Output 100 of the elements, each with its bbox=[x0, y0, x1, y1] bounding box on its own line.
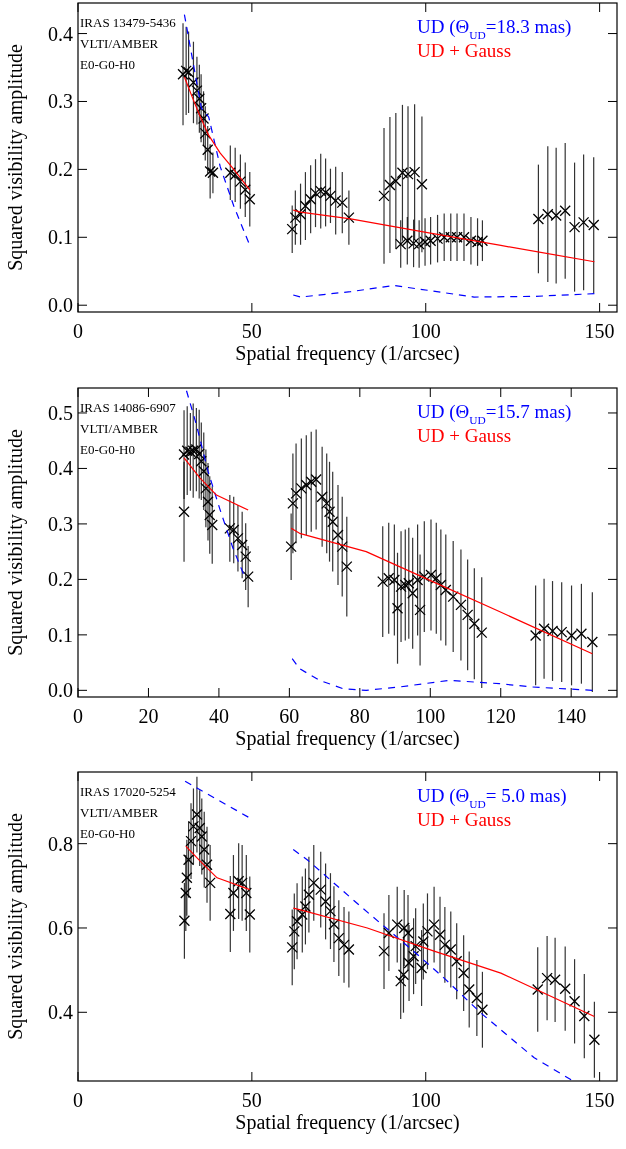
text: UD (Θ$_{UD}$=15.7 mas) bbox=[417, 401, 572, 426]
x-tick-label: 150 bbox=[584, 1089, 615, 1111]
annotation: VLTI/AMBER bbox=[80, 805, 159, 820]
annotation: E0-G0-H0 bbox=[80, 57, 135, 72]
point bbox=[236, 539, 248, 551]
x-tick-label: 50 bbox=[241, 320, 262, 342]
point bbox=[197, 112, 210, 125]
point bbox=[310, 473, 322, 486]
annotation: E0-G0-H0 bbox=[80, 442, 135, 457]
point bbox=[402, 168, 414, 180]
x-axis-title: Spatial frequency (1/arcsec) bbox=[235, 1111, 460, 1134]
x-tick-label: 150 bbox=[584, 320, 615, 342]
point bbox=[395, 580, 407, 593]
point bbox=[289, 211, 301, 224]
point bbox=[336, 197, 348, 209]
y-tick-label: 0.1 bbox=[48, 623, 73, 646]
y-tick-label: 0.8 bbox=[48, 832, 73, 855]
point bbox=[391, 602, 404, 614]
point bbox=[300, 479, 312, 491]
point bbox=[178, 506, 190, 518]
x-tick-label: 0 bbox=[73, 705, 83, 727]
point bbox=[529, 629, 542, 642]
text: UD + Gauss bbox=[417, 809, 512, 830]
x-tick-label: 40 bbox=[208, 705, 229, 727]
y-tick-label: 0.1 bbox=[48, 226, 73, 249]
point bbox=[416, 178, 428, 190]
point bbox=[327, 516, 339, 528]
y-tick-label: 0.3 bbox=[48, 90, 73, 113]
point bbox=[242, 570, 254, 583]
point bbox=[286, 223, 298, 235]
point bbox=[206, 519, 218, 531]
point bbox=[403, 577, 415, 589]
point bbox=[471, 236, 484, 248]
point bbox=[378, 190, 390, 202]
point bbox=[316, 491, 328, 503]
y-axis-title: Squared visibility amplitude bbox=[4, 429, 27, 656]
point bbox=[532, 213, 545, 225]
point bbox=[299, 200, 312, 212]
point bbox=[431, 233, 444, 245]
point bbox=[304, 193, 317, 205]
point bbox=[224, 167, 236, 179]
text: UD (Θ$_{UD}$= 5.0 mas) bbox=[417, 785, 567, 810]
x-tick-label: 120 bbox=[485, 705, 516, 727]
point bbox=[384, 179, 396, 191]
point bbox=[341, 560, 353, 573]
point bbox=[295, 482, 307, 495]
point bbox=[336, 541, 348, 553]
point bbox=[324, 190, 337, 202]
point bbox=[224, 522, 236, 534]
point bbox=[234, 175, 247, 188]
point bbox=[199, 127, 211, 140]
y-tick-label: 0.4 bbox=[48, 1001, 73, 1024]
x-tick-label: 20 bbox=[138, 705, 159, 727]
point bbox=[244, 193, 256, 205]
x-axis-title: Spatial frequency (1/arcsec) bbox=[235, 727, 460, 750]
x-tick-label: 100 bbox=[410, 1089, 441, 1111]
point bbox=[228, 524, 240, 536]
y-tick-label: 0.4 bbox=[48, 457, 73, 480]
annotation: IRAS 13479-5436 bbox=[80, 15, 177, 30]
x-tick-label: 140 bbox=[556, 705, 587, 727]
point bbox=[407, 587, 419, 599]
point bbox=[414, 604, 426, 616]
y-tick-label: 0.2 bbox=[48, 568, 73, 591]
y-axis-title: Squared visibility amplitude bbox=[4, 813, 27, 1040]
point bbox=[411, 574, 424, 586]
annotation: IRAS 14086-6907 bbox=[80, 400, 177, 415]
point bbox=[229, 169, 241, 181]
point bbox=[321, 497, 333, 510]
text: UD (Θ$_{UD}$=18.3 mas) bbox=[417, 16, 572, 41]
x-tick-label: 50 bbox=[241, 1089, 262, 1111]
point bbox=[383, 572, 395, 584]
point bbox=[232, 532, 244, 544]
point bbox=[315, 185, 327, 197]
point bbox=[455, 599, 467, 611]
point bbox=[195, 455, 207, 467]
y-tick-label: 0.6 bbox=[48, 916, 73, 939]
point bbox=[425, 569, 437, 581]
x-tick-label: 0 bbox=[73, 1089, 83, 1111]
y-tick-label: 0.4 bbox=[48, 22, 73, 45]
x-tick-label: 0 bbox=[73, 320, 83, 342]
point bbox=[461, 609, 474, 621]
point bbox=[287, 497, 299, 510]
point bbox=[343, 211, 355, 224]
point bbox=[468, 618, 480, 630]
x-axis-title: Spatial frequency (1/arcsec) bbox=[235, 342, 460, 365]
y-tick-label: 0.3 bbox=[48, 512, 73, 535]
point bbox=[202, 496, 214, 508]
annotation: IRAS 17020-5254 bbox=[80, 784, 177, 799]
point bbox=[239, 184, 251, 196]
point bbox=[330, 194, 342, 207]
point bbox=[290, 487, 302, 500]
point bbox=[240, 551, 252, 563]
y-tick-label: 0.0 bbox=[48, 294, 73, 317]
point bbox=[568, 221, 581, 233]
y-tick-label: 0.5 bbox=[48, 401, 73, 424]
annotation: VLTI/AMBER bbox=[80, 36, 159, 51]
text: UD + Gauss bbox=[417, 40, 512, 61]
point bbox=[305, 476, 317, 488]
y-tick-label: 0.2 bbox=[48, 158, 73, 181]
point bbox=[447, 590, 459, 603]
